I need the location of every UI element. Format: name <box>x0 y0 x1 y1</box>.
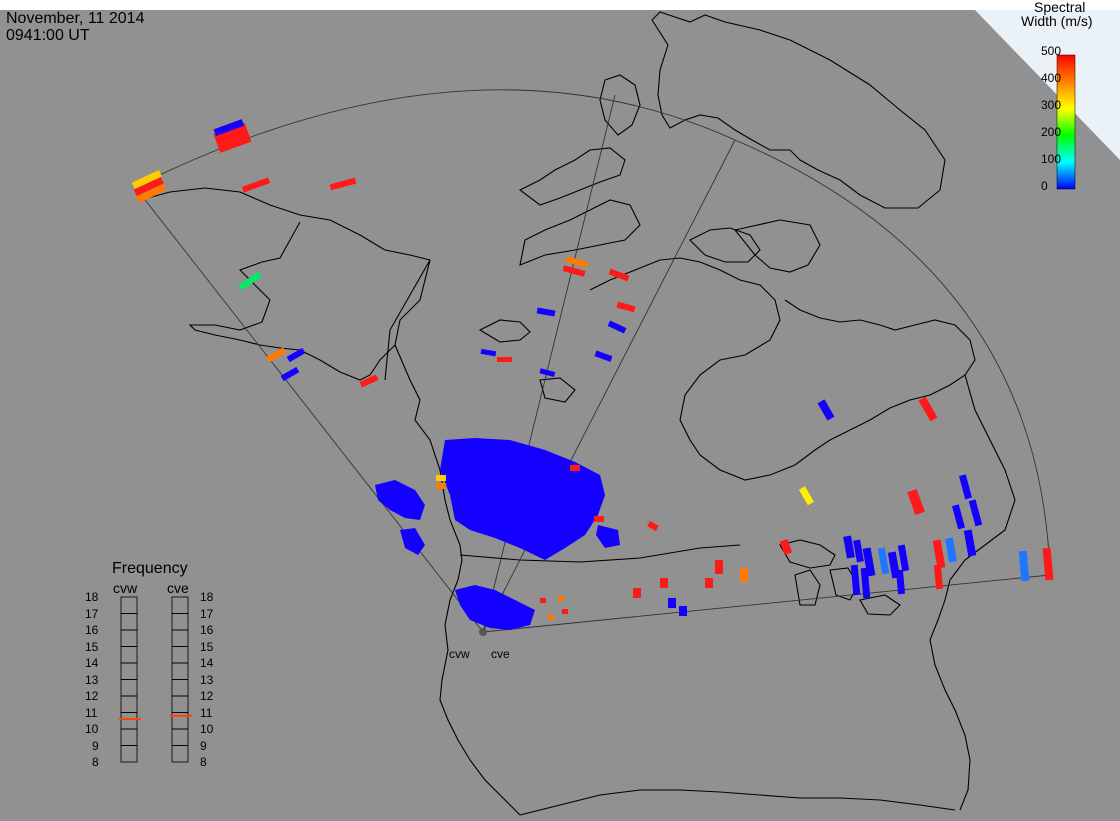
frequency-tick: 16 <box>200 623 214 637</box>
colorbar-tick: 400 <box>1041 71 1062 85</box>
frequency-tick: 8 <box>200 755 207 769</box>
radar-label-cve: cve <box>491 647 510 661</box>
frequency-tick: 8 <box>92 755 99 769</box>
frequency-cell <box>171 679 189 697</box>
blue-scatter-near-radar <box>455 585 535 630</box>
frequency-cell <box>120 728 138 746</box>
ellesmere-outline <box>599 74 641 136</box>
frequency-cell <box>171 728 189 746</box>
frequency-tick: 16 <box>85 623 99 637</box>
colorbar <box>1056 54 1076 190</box>
radar-label-cvw: cvw <box>449 647 470 661</box>
frequency-tick: 11 <box>200 705 213 720</box>
frequency-cell <box>120 679 138 697</box>
scatter-cells <box>375 438 620 630</box>
frequency-tick: 17 <box>85 606 99 621</box>
frequency-tick: 9 <box>200 738 207 753</box>
frequency-cell <box>120 596 138 614</box>
frequency-cell <box>171 613 189 631</box>
frequency-tick: 12 <box>85 689 99 703</box>
frequency-tick: 14 <box>200 656 214 670</box>
gulf-coast-outline <box>519 789 956 816</box>
fov-west-edge <box>134 186 484 633</box>
alaska-canada-border <box>384 259 431 381</box>
frequency-tick: 15 <box>85 639 99 654</box>
frequency-cell <box>171 629 189 647</box>
fov-outer-arc-east <box>734 139 1051 576</box>
frequency-tick: 13 <box>200 672 214 687</box>
frequency-cell <box>171 596 189 614</box>
us-canada-border <box>459 544 741 563</box>
lake-superior-outline <box>779 539 836 569</box>
frequency-scales <box>119 596 192 763</box>
blue-scatter-west <box>375 480 425 520</box>
frequency-cell <box>171 745 189 763</box>
blue-scatter-west-2 <box>400 528 425 555</box>
time-label: 0941:00 UT <box>6 27 90 44</box>
greenland-outline <box>651 11 946 209</box>
fov-cve-west-edge <box>482 139 736 633</box>
arctic-island-4 <box>539 377 576 403</box>
colorbar-tick: 200 <box>1041 125 1062 139</box>
frequency-tick: 11 <box>85 705 98 720</box>
west-coast-outline <box>394 344 521 816</box>
frequency-cell <box>171 662 189 680</box>
frequency-cell <box>120 745 138 763</box>
alaska-outline <box>139 187 431 381</box>
lake-erie-outline <box>859 594 901 616</box>
frequency-cell <box>120 629 138 647</box>
frequency-tick: 15 <box>200 639 214 654</box>
arctic-island-1 <box>519 199 641 266</box>
arctic-island-2 <box>518 147 626 206</box>
blue-scatter-east <box>596 525 620 548</box>
top-border <box>0 0 1120 10</box>
scatter-bars <box>131 119 1054 620</box>
frequency-tick: 9 <box>92 738 99 753</box>
colorbar-tick: 300 <box>1041 98 1062 112</box>
frequency-tick: 17 <box>200 606 214 621</box>
frequency-title: Frequency <box>112 560 188 577</box>
cve-scale-label: cve <box>167 580 189 596</box>
date-label: November, 11 2014 <box>6 10 145 27</box>
baffin-outline-2 <box>734 219 821 273</box>
corner-patch <box>975 10 1120 160</box>
frequency-cell <box>171 646 189 664</box>
arctic-island-3 <box>478 319 531 343</box>
frequency-cell <box>120 613 138 631</box>
cvw-scale-label: cvw <box>113 580 138 596</box>
colorbar-title-line2: Width (m/s) <box>1021 13 1093 29</box>
frequency-tick: 12 <box>200 689 214 703</box>
frequency-cell <box>120 662 138 680</box>
frequency-tick: 18 <box>85 590 99 604</box>
radar-site-marker <box>479 628 487 636</box>
frequency-cell <box>120 646 138 664</box>
fov-east-edge <box>482 574 1051 633</box>
colorbar-tick: 100 <box>1041 152 1062 166</box>
frequency-tick: 18 <box>200 590 214 604</box>
fov-cvw-east-edge <box>482 94 616 633</box>
frequency-cell <box>120 695 138 713</box>
frequency-tick: 14 <box>85 656 99 670</box>
fov-outlines <box>134 89 1051 633</box>
frequency-cell <box>171 695 189 713</box>
colorbar-tick: 0 <box>1041 179 1048 193</box>
frequency-tick: 10 <box>85 722 99 736</box>
colorbar-tick: 500 <box>1041 44 1062 58</box>
frequency-tick: 13 <box>85 672 99 687</box>
frequency-cell <box>120 712 138 730</box>
hudson-bay-outline <box>589 257 976 481</box>
coastlines <box>139 11 1016 816</box>
blue-scatter-main <box>440 438 605 560</box>
frequency-tick: 10 <box>200 722 214 736</box>
east-coast-outline <box>929 374 1016 811</box>
colorbar-title-line1: Spectral <box>1034 0 1086 15</box>
baffin-outline <box>689 227 761 263</box>
